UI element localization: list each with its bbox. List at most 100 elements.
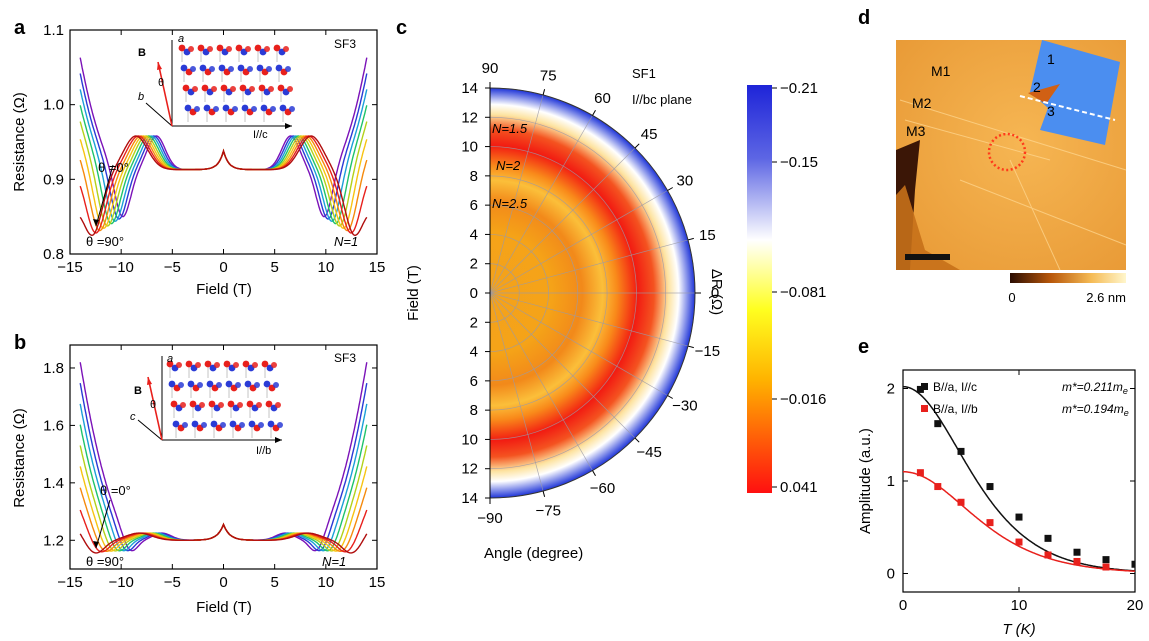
angle-tick-label: 90 xyxy=(482,60,499,77)
angle-tick xyxy=(634,437,640,443)
xlabel-e: T (K) xyxy=(1002,621,1035,638)
colorbar-tick-label: −0.081 xyxy=(780,284,826,301)
afm-step-region xyxy=(896,185,960,270)
atom xyxy=(249,86,255,92)
polar-spoke xyxy=(489,190,668,294)
panel-label-a: a xyxy=(14,17,26,39)
landau-label-a: N=1 xyxy=(334,234,358,249)
x-tick-label: −5 xyxy=(164,574,181,591)
atom xyxy=(214,362,220,368)
inset-b-axis-c-line xyxy=(137,419,163,441)
ylabel-e: Amplitude (a.u.) xyxy=(857,428,874,534)
colorbar-ticks: −0.21 −0.15 −0.081 −0.016 0.041 xyxy=(772,80,826,496)
angle-tick-label: 0 xyxy=(711,285,719,302)
height-max-label: 2.6 nm xyxy=(1086,290,1126,305)
atom xyxy=(248,420,256,428)
angle-tick-label: −90 xyxy=(477,510,502,527)
flake-fold xyxy=(1028,84,1060,104)
atom xyxy=(273,44,281,52)
legend-marker-1 xyxy=(921,383,928,390)
field-tick-label: 4 xyxy=(470,226,478,243)
resistance-curve xyxy=(79,362,368,552)
atom xyxy=(208,400,216,408)
atom xyxy=(178,44,186,52)
xlabel-b: Field (T) xyxy=(196,599,252,616)
x-tick-label: −15 xyxy=(57,574,82,591)
xlabel-c: Angle (degree) xyxy=(484,545,583,562)
data-point xyxy=(1044,551,1052,559)
atom xyxy=(209,66,215,72)
atom xyxy=(273,382,279,388)
panel-d: d M1 M2 M3 1 2 3 0 2.6 nm xyxy=(858,7,1127,305)
legend-text-2: B//a, I//b xyxy=(933,402,978,416)
panel-label-c: c xyxy=(396,17,407,39)
theta-start-b: θ =0° xyxy=(100,483,131,498)
angle-tick xyxy=(667,395,673,399)
sample-label-a: SF3 xyxy=(334,37,356,51)
atom xyxy=(216,44,224,52)
atom xyxy=(267,420,275,428)
atom xyxy=(258,422,264,428)
polar-grid xyxy=(489,87,696,499)
field-tick-label: 10 xyxy=(461,431,478,448)
atom xyxy=(192,86,198,92)
theta-arrowhead-b xyxy=(93,541,99,548)
polar-spoke xyxy=(489,292,689,347)
inset-b-B-label: B xyxy=(134,385,142,397)
polar-spoke xyxy=(489,292,544,492)
inset-a-label: a xyxy=(178,33,184,45)
atom xyxy=(226,46,232,52)
y-tick-label: 1.2 xyxy=(43,532,64,549)
panel-c: c 90 75604530150−15−30−45−60−75−901412108… xyxy=(396,17,826,562)
x-tick-label: 15 xyxy=(369,259,386,276)
field-tick-label: 12 xyxy=(461,461,478,478)
x-tick-label: 10 xyxy=(317,259,334,276)
region-label-m2: M2 xyxy=(912,95,932,111)
y-tick-label: 1.0 xyxy=(43,97,64,114)
curves-b xyxy=(79,362,368,554)
resistance-curve xyxy=(79,57,368,218)
atom xyxy=(218,402,224,408)
atom xyxy=(210,420,218,428)
atom xyxy=(271,362,277,368)
inset-field-arrowhead xyxy=(157,62,162,70)
x-tick-label: 10 xyxy=(1011,597,1028,614)
atom xyxy=(201,84,209,92)
inset-axis-b-line xyxy=(145,102,173,127)
y-tick-label: 1 xyxy=(887,473,895,490)
axes-a: −15 −10 −5 0 5 10 15 0.8 0.9 1.0 1.1 xyxy=(43,22,385,276)
atom xyxy=(199,64,207,72)
atom xyxy=(222,104,230,112)
atom xyxy=(244,380,252,388)
y-tick-label: 2 xyxy=(887,381,895,398)
data-point xyxy=(934,420,942,428)
colorbar-tick-label: −0.21 xyxy=(780,80,818,97)
polar-spoke xyxy=(489,292,593,471)
angle-tick-label: −45 xyxy=(636,444,661,461)
x-tick-label: 0 xyxy=(219,259,227,276)
atom xyxy=(275,64,283,72)
angle-tick-label: 45 xyxy=(641,126,658,143)
angle-tick-label: 30 xyxy=(677,173,694,190)
data-point xyxy=(957,498,965,506)
x-tick-label: 5 xyxy=(270,574,278,591)
angle-tick xyxy=(592,110,596,116)
atom xyxy=(279,104,287,112)
theta-end-b: θ =90° xyxy=(86,554,124,569)
atom xyxy=(258,84,266,92)
inset-b-field-arrowhead xyxy=(147,377,152,385)
data-point xyxy=(916,469,924,477)
y-tick-label: 0 xyxy=(887,566,895,583)
flake-label-2: 2 xyxy=(1033,79,1041,95)
theta-arrowhead-a xyxy=(93,219,99,226)
atom xyxy=(261,360,269,368)
data-point xyxy=(1102,556,1110,564)
flake-overlay xyxy=(1030,40,1120,145)
colorbar-label: ΔR (Ω) xyxy=(708,269,725,315)
atom xyxy=(206,380,214,388)
inset-field-arrow xyxy=(157,61,173,127)
atom xyxy=(256,64,264,72)
atom xyxy=(233,362,239,368)
atom xyxy=(216,382,222,388)
panel-e: e 0 10 20 0 1 2 T (K) Amplitude (a.u.) B//a, … xyxy=(857,336,1143,638)
